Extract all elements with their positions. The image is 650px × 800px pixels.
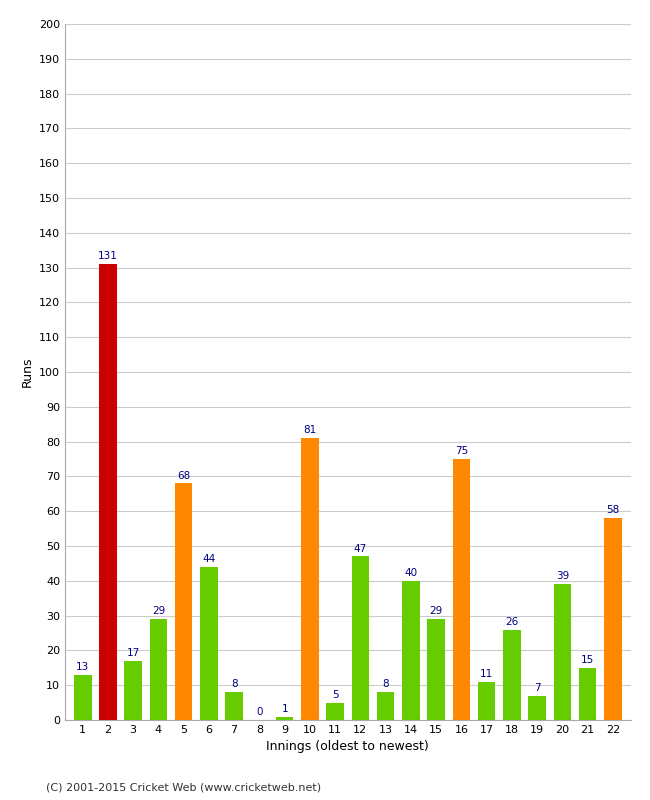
Text: 40: 40 xyxy=(404,568,417,578)
Bar xyxy=(326,702,344,720)
Bar xyxy=(478,682,495,720)
Bar xyxy=(427,619,445,720)
Text: 58: 58 xyxy=(606,506,619,515)
Text: 15: 15 xyxy=(581,655,594,665)
Bar xyxy=(200,567,218,720)
Bar xyxy=(554,584,571,720)
Text: 75: 75 xyxy=(455,446,468,456)
Text: 29: 29 xyxy=(430,606,443,616)
Text: 5: 5 xyxy=(332,690,339,700)
Bar xyxy=(226,692,243,720)
Text: 131: 131 xyxy=(98,251,118,262)
Text: 29: 29 xyxy=(152,606,165,616)
Bar xyxy=(402,581,420,720)
Text: 7: 7 xyxy=(534,683,540,693)
Text: 1: 1 xyxy=(281,704,288,714)
Bar xyxy=(578,668,597,720)
Text: 8: 8 xyxy=(382,679,389,690)
Bar xyxy=(452,459,470,720)
Bar xyxy=(352,557,369,720)
Text: 0: 0 xyxy=(256,707,263,718)
Bar xyxy=(175,483,192,720)
Text: 68: 68 xyxy=(177,470,190,481)
Text: 26: 26 xyxy=(505,617,519,626)
Bar xyxy=(99,264,117,720)
Bar xyxy=(74,674,92,720)
Text: 44: 44 xyxy=(202,554,216,564)
X-axis label: Innings (oldest to newest): Innings (oldest to newest) xyxy=(266,741,429,754)
Text: 17: 17 xyxy=(127,648,140,658)
Text: 11: 11 xyxy=(480,669,493,679)
Bar xyxy=(301,438,318,720)
Bar xyxy=(528,696,546,720)
Bar xyxy=(150,619,167,720)
Bar xyxy=(276,717,293,720)
Text: 81: 81 xyxy=(304,426,317,435)
Text: 13: 13 xyxy=(76,662,89,672)
Bar xyxy=(377,692,395,720)
Bar xyxy=(503,630,521,720)
Text: 8: 8 xyxy=(231,679,237,690)
Text: 39: 39 xyxy=(556,571,569,582)
Y-axis label: Runs: Runs xyxy=(20,357,33,387)
Text: (C) 2001-2015 Cricket Web (www.cricketweb.net): (C) 2001-2015 Cricket Web (www.cricketwe… xyxy=(46,782,320,792)
Text: 47: 47 xyxy=(354,544,367,554)
Bar xyxy=(124,661,142,720)
Bar xyxy=(604,518,621,720)
